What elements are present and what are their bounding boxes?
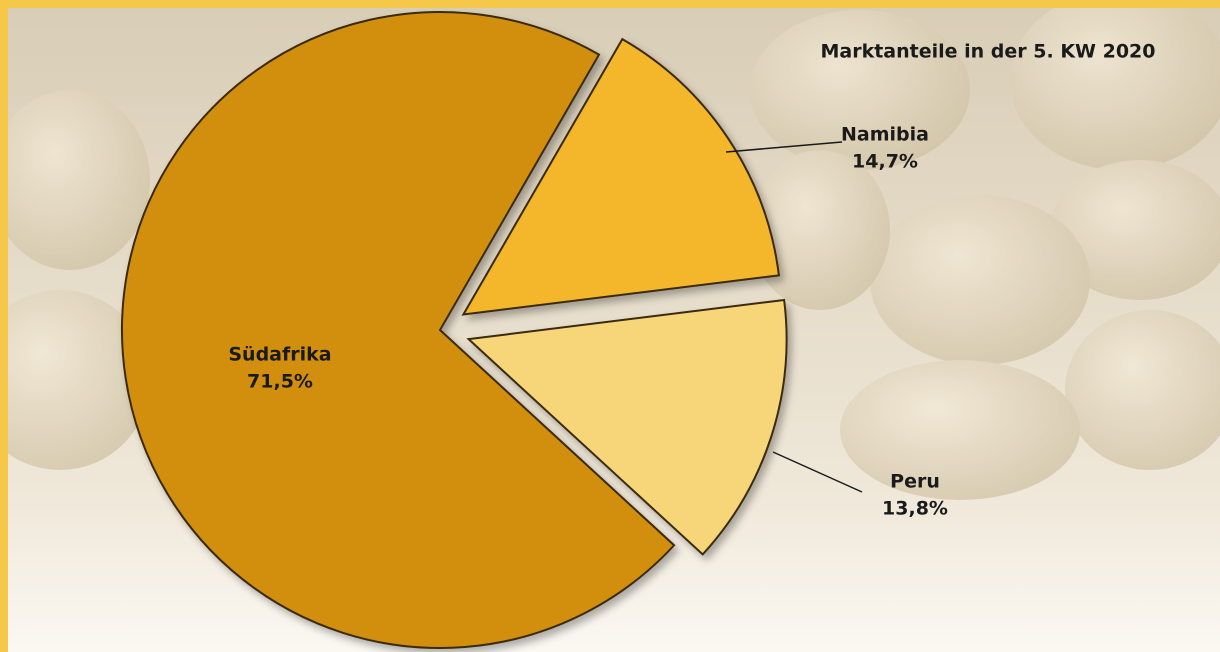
pie-slice [466,298,788,556]
pie-slice [461,37,781,316]
slice-value-label: 13,8% [882,498,948,520]
pie-slice [121,11,676,649]
top-border [0,0,1220,8]
leader-line [725,141,843,153]
slice-value-label: 71,5% [247,371,313,393]
slice-value-label: 14,7% [852,151,918,173]
leader-line [772,451,863,493]
slice-label: Namibia [841,124,929,146]
slice-label: Peru [890,471,940,493]
left-border [0,0,8,652]
chart-title: Marktanteile in der 5. KW 2020 [820,41,1155,63]
slice-label: Südafrika [228,344,331,366]
background-decoration [0,0,1220,500]
